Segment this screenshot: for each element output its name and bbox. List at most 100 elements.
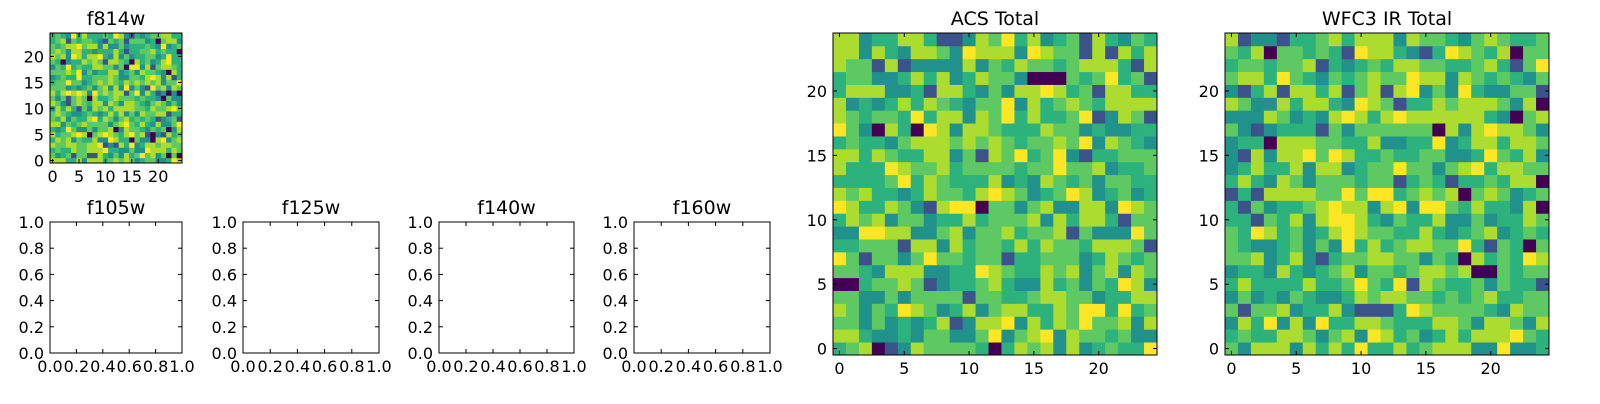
heatmap-cell	[1001, 45, 1015, 60]
heatmap-cell	[884, 239, 899, 253]
heatmap-cell	[1237, 187, 1252, 201]
heatmap-cell	[1027, 226, 1041, 240]
heatmap-cell	[1471, 58, 1485, 73]
heatmap-cell	[60, 152, 67, 159]
heatmap-cell	[1315, 84, 1330, 98]
heatmap-cell	[1393, 277, 1407, 291]
heatmap-cell	[60, 137, 67, 143]
y-tick-label: 0.2	[603, 318, 628, 337]
heatmap-cell	[1536, 239, 1550, 253]
heatmap-cell	[1105, 45, 1119, 60]
heatmap-cell	[160, 85, 167, 91]
heatmap-cell	[129, 121, 135, 127]
heatmap-cell	[936, 136, 951, 150]
heatmap-cell	[1144, 342, 1158, 356]
heatmap-cell	[975, 148, 989, 163]
heatmap-cell	[833, 84, 847, 98]
heatmap-cell	[1040, 200, 1054, 214]
heatmap-cell	[123, 147, 130, 153]
heatmap-cell	[139, 105, 146, 112]
heatmap-cell	[1419, 342, 1433, 356]
heatmap-cell	[108, 74, 114, 81]
heatmap-cell	[1536, 290, 1550, 304]
heatmap-cell	[60, 95, 67, 101]
heatmap-cell	[1237, 97, 1252, 111]
heatmap-cell	[176, 48, 183, 55]
heatmap-cell	[134, 33, 141, 39]
heatmap-cell	[1367, 200, 1381, 214]
heatmap-cell	[1497, 84, 1511, 98]
heatmap-cell	[71, 53, 77, 60]
heatmap-cell	[118, 59, 125, 65]
heatmap-cell	[155, 59, 162, 65]
heatmap-cell	[1458, 71, 1472, 85]
heatmap-cell	[858, 200, 873, 214]
heatmap-cell	[1225, 33, 1239, 47]
heatmap-cell	[92, 90, 98, 96]
heatmap-cell	[936, 316, 951, 330]
heatmap-cell	[1445, 239, 1459, 253]
heatmap-cell	[1118, 84, 1132, 98]
heatmap-cell	[1053, 174, 1067, 188]
heatmap-cell	[134, 137, 141, 143]
heatmap-cell	[118, 116, 125, 122]
heatmap-cell	[858, 187, 873, 201]
heatmap-cell	[1484, 58, 1498, 73]
heatmap-cell	[1105, 97, 1119, 111]
heatmap-cell	[108, 152, 114, 159]
heatmap-cell	[845, 174, 860, 188]
heatmap-cell	[50, 142, 56, 148]
heatmap-cell	[1250, 264, 1265, 279]
heatmap-cell	[1510, 329, 1524, 343]
heatmap-cell	[1510, 187, 1524, 201]
heatmap-cell	[871, 264, 886, 279]
heatmap-cell	[884, 187, 899, 201]
heatmap-cell	[81, 137, 88, 143]
heatmap-cell	[897, 264, 912, 279]
heatmap-cell	[910, 136, 925, 150]
x-tick-label: 0.6	[703, 357, 728, 376]
heatmap-cell	[1250, 174, 1265, 188]
heatmap-cell	[86, 69, 93, 75]
heatmap-cell	[1001, 58, 1015, 73]
heatmap-cell	[1066, 239, 1080, 253]
heatmap-cell	[1027, 84, 1041, 98]
heatmap-cell	[1419, 277, 1433, 291]
heatmap-cell	[118, 48, 125, 55]
heatmap-cell	[1066, 33, 1080, 47]
heatmap-cell	[65, 105, 72, 112]
heatmap-cell	[1510, 342, 1524, 356]
heatmap-cell	[1523, 136, 1537, 150]
heatmap-cell	[166, 105, 172, 112]
heatmap-cell	[1458, 148, 1472, 163]
heatmap-cell	[1510, 251, 1524, 266]
heatmap-cell	[118, 90, 125, 96]
y-tick-label: 0.4	[603, 292, 628, 311]
heatmap-cell	[171, 38, 178, 44]
heatmap-cell	[1367, 148, 1381, 163]
heatmap-cell	[1341, 342, 1355, 356]
heatmap-cell	[1118, 200, 1132, 214]
heatmap-cell	[1225, 200, 1239, 214]
heatmap-cell	[1523, 264, 1537, 279]
x-tick-label: 10	[1351, 359, 1371, 378]
heatmap-cell	[92, 116, 98, 122]
heatmap-cell	[833, 264, 847, 279]
x-tick-label: 0.2	[648, 357, 673, 376]
heatmap-cell	[113, 116, 120, 122]
heatmap-cell	[50, 38, 56, 44]
heatmap-cell	[949, 329, 963, 343]
heatmap-cell	[858, 290, 873, 304]
heatmap-cell	[884, 200, 899, 214]
heatmap-cell	[1001, 110, 1015, 124]
heatmap-cell	[102, 121, 109, 127]
heatmap-cell	[1419, 84, 1433, 98]
heatmap-cell	[71, 74, 77, 81]
heatmap-cell	[1536, 187, 1550, 201]
x-tick-label: 15	[1416, 359, 1436, 378]
heatmap-cell	[1484, 110, 1498, 124]
heatmap-cell	[1380, 213, 1394, 227]
heatmap-cell	[1510, 97, 1524, 111]
heatmap-cell	[949, 123, 963, 137]
heatmap-cell	[1053, 342, 1067, 356]
